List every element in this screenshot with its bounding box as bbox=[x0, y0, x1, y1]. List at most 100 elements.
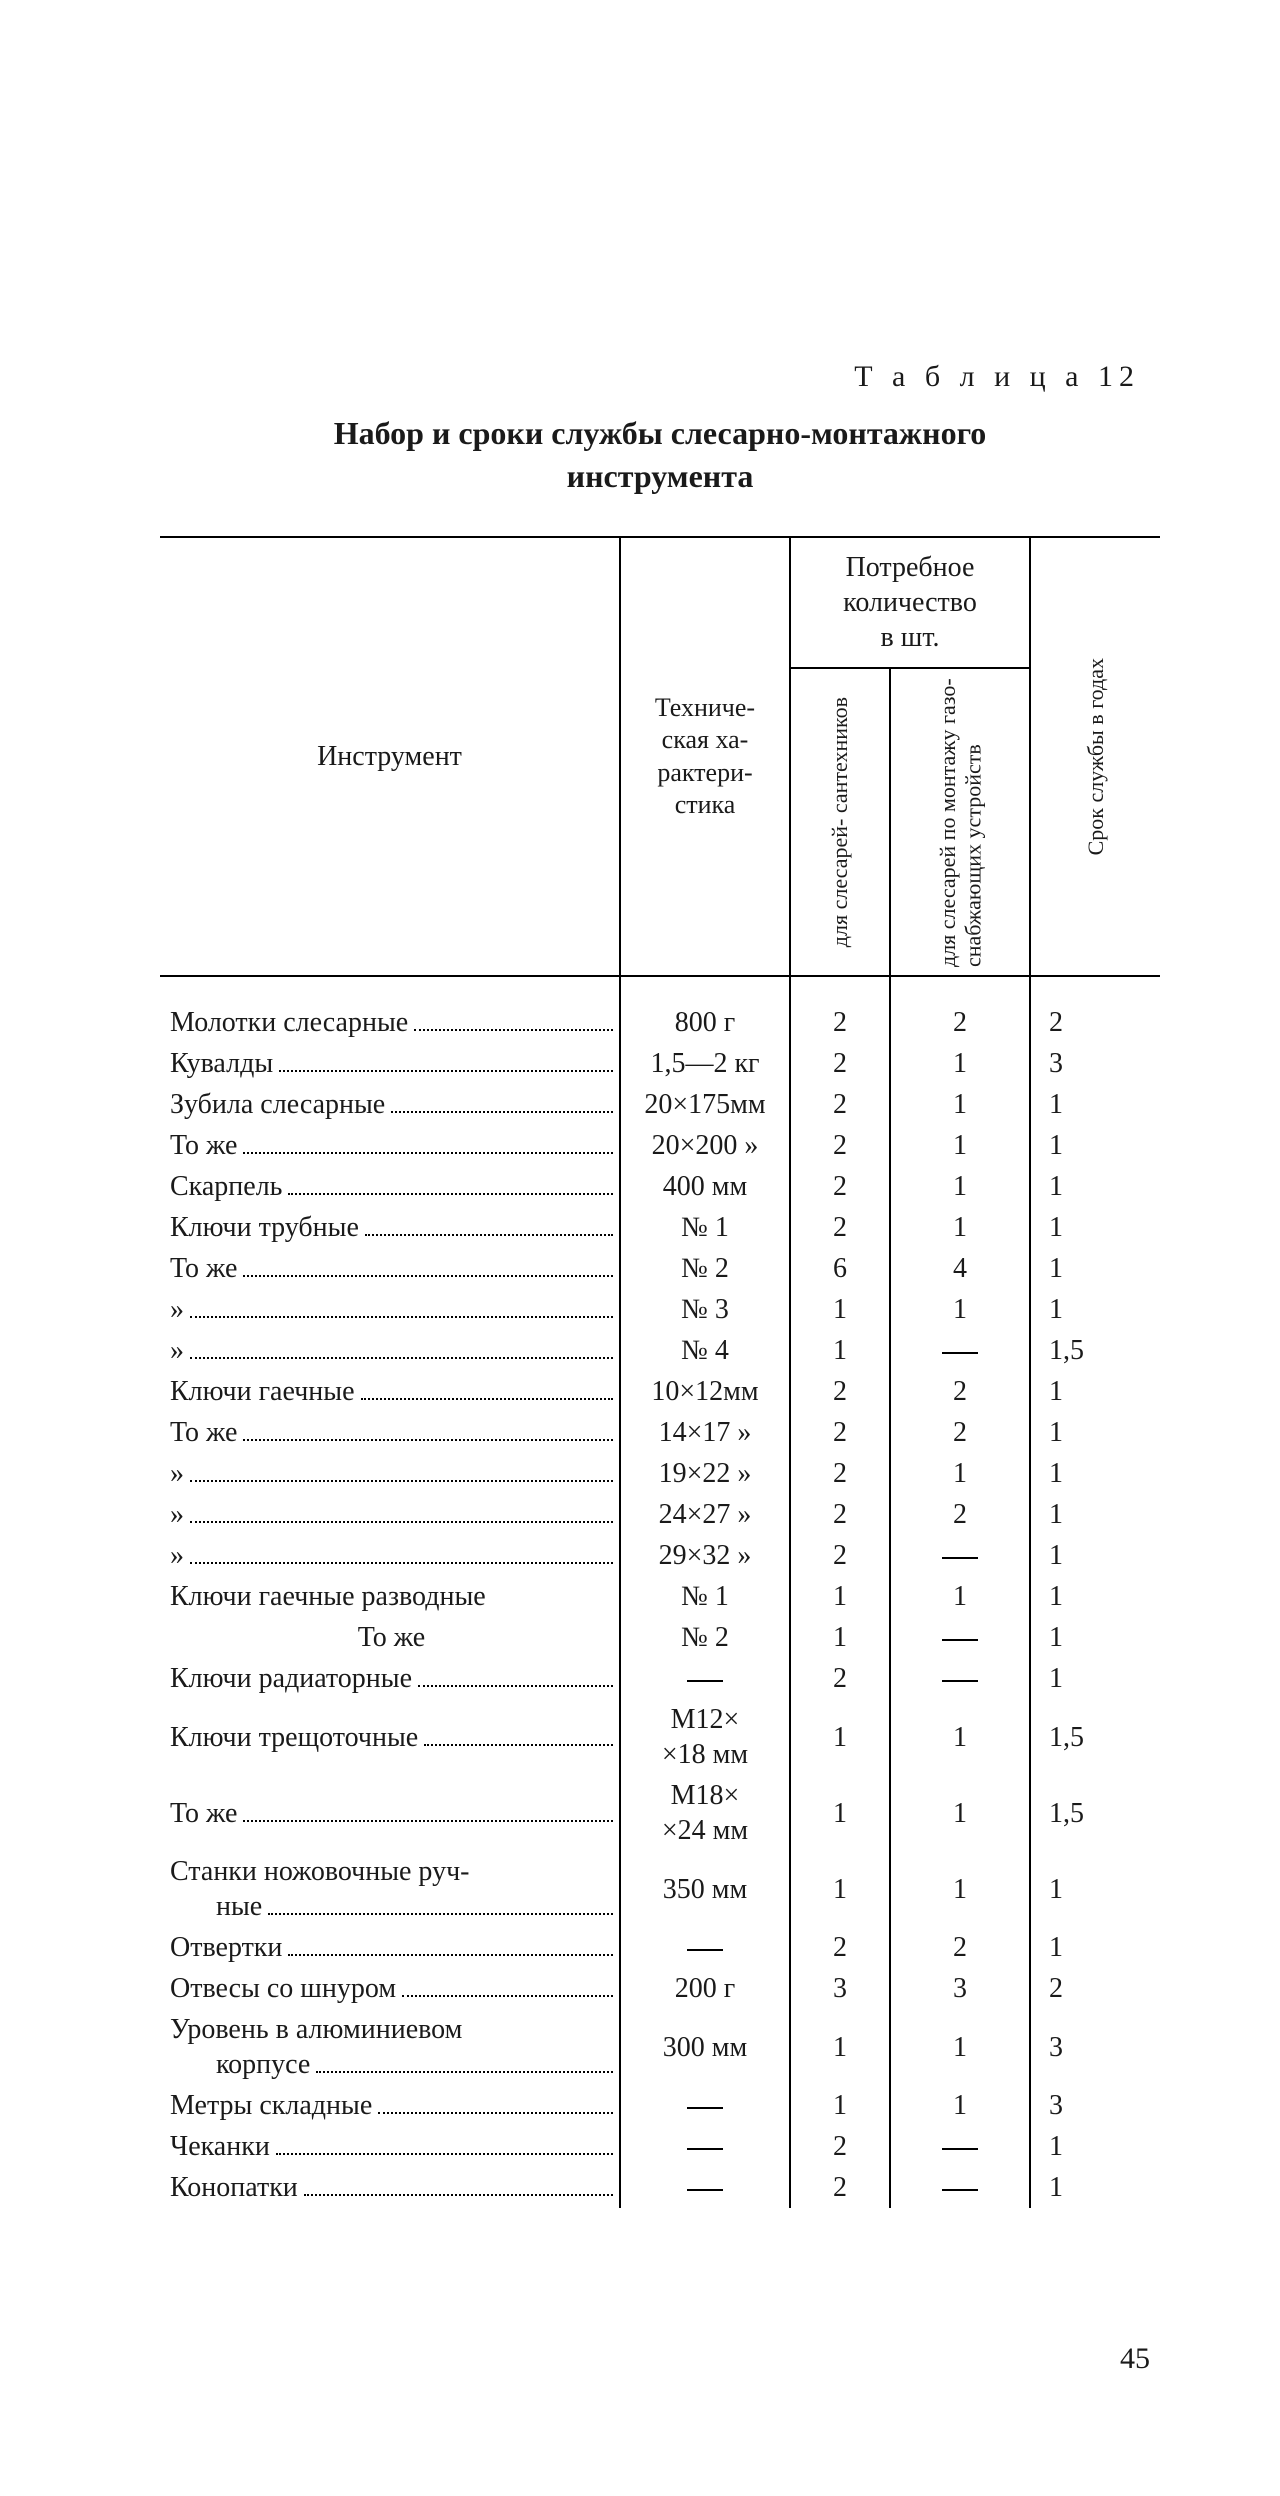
cell-qty-gaz: 1 bbox=[890, 2085, 1030, 2126]
hdr-instrument: Инструмент bbox=[160, 537, 620, 976]
cell-qty-gaz bbox=[890, 2167, 1030, 2208]
cell-spec: 800 г bbox=[620, 976, 790, 1043]
table-row: Ключи трещоточныеМ12××18 мм111,5 bbox=[160, 1699, 1160, 1775]
cell-life-years: 1 bbox=[1030, 1166, 1160, 1207]
cell-spec: М12××18 мм bbox=[620, 1699, 790, 1775]
cell-instrument: Станки ножовочные руч-ные bbox=[160, 1851, 620, 1927]
cell-life-years: 1 bbox=[1030, 1617, 1160, 1658]
cell-qty-gaz: 3 bbox=[890, 1968, 1030, 2009]
cell-spec: 20×175мм bbox=[620, 1084, 790, 1125]
cell-instrument: Ключи трещоточные bbox=[160, 1699, 620, 1775]
table-row: Скарпель400 мм211 bbox=[160, 1166, 1160, 1207]
cell-qty-san: 1 bbox=[790, 1289, 890, 1330]
cell-qty-gaz: 1 bbox=[890, 1084, 1030, 1125]
table-row: То же14×17 »221 bbox=[160, 1412, 1160, 1453]
table-row: То же№ 211 bbox=[160, 1617, 1160, 1658]
cell-instrument: Конопатки bbox=[160, 2167, 620, 2208]
table-row: »№ 3111 bbox=[160, 1289, 1160, 1330]
cell-qty-san: 2 bbox=[790, 1371, 890, 1412]
cell-spec bbox=[620, 1927, 790, 1968]
cell-qty-san: 2 bbox=[790, 1494, 890, 1535]
table-body: Молотки слесарные800 г222Кувалды1,5—2 кг… bbox=[160, 976, 1160, 2208]
cell-qty-san: 2 bbox=[790, 1166, 890, 1207]
cell-qty-san: 2 bbox=[790, 976, 890, 1043]
table-header: Инструмент Техниче- ская ха- рактери- ст… bbox=[160, 537, 1160, 976]
cell-spec: 10×12мм bbox=[620, 1371, 790, 1412]
cell-life-years: 1,5 bbox=[1030, 1775, 1160, 1851]
cell-instrument: Молотки слесарные bbox=[160, 976, 620, 1043]
cell-spec: 1,5—2 кг bbox=[620, 1043, 790, 1084]
cell-spec: 300 мм bbox=[620, 2009, 790, 2085]
cell-instrument: То же bbox=[160, 1248, 620, 1289]
cell-spec bbox=[620, 2085, 790, 2126]
cell-life-years: 1 bbox=[1030, 1125, 1160, 1166]
page-number: 45 bbox=[1120, 2342, 1150, 2376]
cell-life-years: 1 bbox=[1030, 1207, 1160, 1248]
cell-instrument: Ключи радиаторные bbox=[160, 1658, 620, 1699]
cell-qty-san: 2 bbox=[790, 2167, 890, 2208]
cell-spec bbox=[620, 2167, 790, 2208]
table-row: Уровень в алюминиевомкорпусе300 мм113 bbox=[160, 2009, 1160, 2085]
cell-qty-gaz: 1 bbox=[890, 1125, 1030, 1166]
table-row: »19×22 »211 bbox=[160, 1453, 1160, 1494]
cell-qty-gaz: 1 bbox=[890, 1576, 1030, 1617]
table-title: Набор и сроки службы слесарно-монтажного… bbox=[160, 412, 1160, 498]
hdr-qty-san: для слесарей- сантехников bbox=[790, 668, 890, 976]
cell-qty-san: 2 bbox=[790, 1084, 890, 1125]
table-row: Молотки слесарные800 г222 bbox=[160, 976, 1160, 1043]
cell-life-years: 1,5 bbox=[1030, 1699, 1160, 1775]
cell-qty-san: 1 bbox=[790, 2085, 890, 2126]
cell-qty-san: 2 bbox=[790, 1207, 890, 1248]
cell-spec bbox=[620, 1658, 790, 1699]
cell-life-years: 1 bbox=[1030, 1453, 1160, 1494]
cell-instrument: Скарпель bbox=[160, 1166, 620, 1207]
cell-instrument: » bbox=[160, 1289, 620, 1330]
cell-instrument: То же bbox=[160, 1125, 620, 1166]
cell-instrument: Отвесы со шнуром bbox=[160, 1968, 620, 2009]
cell-qty-gaz: 1 bbox=[890, 2009, 1030, 2085]
cell-spec: 400 мм bbox=[620, 1166, 790, 1207]
cell-spec: 24×27 » bbox=[620, 1494, 790, 1535]
table-row: Кувалды1,5—2 кг213 bbox=[160, 1043, 1160, 1084]
cell-life-years: 1 bbox=[1030, 1576, 1160, 1617]
cell-spec: № 1 bbox=[620, 1576, 790, 1617]
cell-life-years: 1,5 bbox=[1030, 1330, 1160, 1371]
cell-spec: № 2 bbox=[620, 1617, 790, 1658]
hdr-qty-gaz-text: для слесарей по монтажу газо- снабжающих… bbox=[935, 669, 986, 975]
cell-instrument: Чеканки bbox=[160, 2126, 620, 2167]
cell-instrument: Ключи гаечные bbox=[160, 1371, 620, 1412]
cell-qty-san: 1 bbox=[790, 1775, 890, 1851]
table-number-label: Т а б л и ц а 12 bbox=[160, 360, 1160, 394]
cell-life-years: 2 bbox=[1030, 1968, 1160, 2009]
table-row: Метры складные113 bbox=[160, 2085, 1160, 2126]
cell-spec: 200 г bbox=[620, 1968, 790, 2009]
table-row: Зубила слесарные20×175мм211 bbox=[160, 1084, 1160, 1125]
cell-life-years: 1 bbox=[1030, 1371, 1160, 1412]
cell-qty-gaz: 1 bbox=[890, 1453, 1030, 1494]
cell-life-years: 1 bbox=[1030, 1248, 1160, 1289]
cell-qty-san: 2 bbox=[790, 1125, 890, 1166]
cell-spec: 29×32 » bbox=[620, 1535, 790, 1576]
cell-qty-gaz bbox=[890, 1617, 1030, 1658]
cell-qty-san: 3 bbox=[790, 1968, 890, 2009]
cell-instrument: То же bbox=[160, 1412, 620, 1453]
hdr-life-years: Срок службы в годах bbox=[1030, 537, 1160, 976]
cell-life-years: 1 bbox=[1030, 2126, 1160, 2167]
table-row: Ключи трубные№ 1211 bbox=[160, 1207, 1160, 1248]
cell-qty-san: 2 bbox=[790, 1043, 890, 1084]
cell-life-years: 3 bbox=[1030, 1043, 1160, 1084]
cell-qty-san: 1 bbox=[790, 1851, 890, 1927]
cell-life-years: 1 bbox=[1030, 1535, 1160, 1576]
table-row: То же20×200 »211 bbox=[160, 1125, 1160, 1166]
cell-qty-gaz: 1 bbox=[890, 1775, 1030, 1851]
cell-life-years: 1 bbox=[1030, 1927, 1160, 1968]
cell-spec: № 3 bbox=[620, 1289, 790, 1330]
title-line1: Набор и сроки службы слесарно-монтажного bbox=[334, 415, 987, 451]
table-row: Ключи гаечные10×12мм221 bbox=[160, 1371, 1160, 1412]
table-row: То же№ 2641 bbox=[160, 1248, 1160, 1289]
cell-qty-gaz: 2 bbox=[890, 1371, 1030, 1412]
cell-life-years: 1 bbox=[1030, 1289, 1160, 1330]
cell-qty-san: 2 bbox=[790, 1453, 890, 1494]
cell-qty-san: 1 bbox=[790, 1699, 890, 1775]
cell-instrument: Кувалды bbox=[160, 1043, 620, 1084]
